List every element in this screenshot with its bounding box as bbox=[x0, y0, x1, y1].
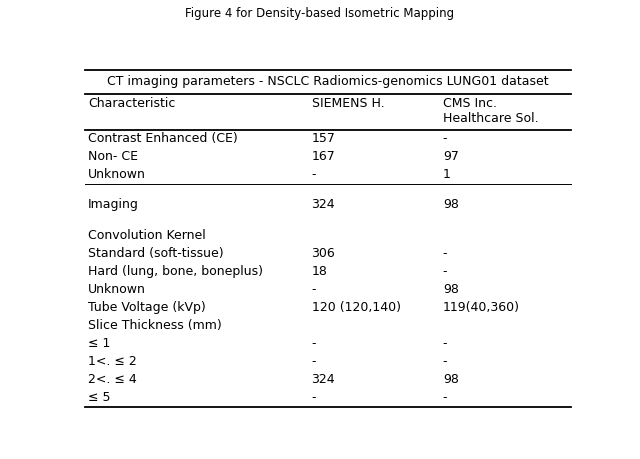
Text: ≤ 5: ≤ 5 bbox=[88, 391, 111, 403]
Text: Standard (soft-tissue): Standard (soft-tissue) bbox=[88, 247, 223, 260]
Text: Convolution Kernel: Convolution Kernel bbox=[88, 229, 205, 242]
Text: SIEMENS H.: SIEMENS H. bbox=[312, 96, 384, 109]
Text: Contrast Enhanced (CE): Contrast Enhanced (CE) bbox=[88, 132, 237, 145]
Text: -: - bbox=[443, 247, 447, 260]
Text: 324: 324 bbox=[312, 373, 335, 386]
Text: Characteristic: Characteristic bbox=[88, 96, 175, 109]
Text: CT imaging parameters - NSCLC Radiomics-genomics LUNG01 dataset: CT imaging parameters - NSCLC Radiomics-… bbox=[107, 75, 549, 88]
Text: -: - bbox=[312, 391, 316, 403]
Text: Tube Voltage (kVp): Tube Voltage (kVp) bbox=[88, 301, 205, 314]
Text: -: - bbox=[443, 391, 447, 403]
Text: Slice Thickness (mm): Slice Thickness (mm) bbox=[88, 319, 221, 332]
Text: 98: 98 bbox=[443, 198, 459, 211]
Text: 167: 167 bbox=[312, 150, 335, 163]
Text: CMS Inc.
Healthcare Sol.: CMS Inc. Healthcare Sol. bbox=[443, 96, 538, 124]
Text: -: - bbox=[312, 337, 316, 350]
Text: 306: 306 bbox=[312, 247, 335, 260]
Text: Figure 4 for Density-based Isometric Mapping: Figure 4 for Density-based Isometric Map… bbox=[186, 7, 454, 20]
Text: ≤ 1: ≤ 1 bbox=[88, 337, 110, 350]
Text: -: - bbox=[312, 283, 316, 296]
Text: 18: 18 bbox=[312, 265, 328, 278]
Text: 2<. ≤ 4: 2<. ≤ 4 bbox=[88, 373, 137, 386]
Text: 157: 157 bbox=[312, 132, 335, 145]
Text: -: - bbox=[443, 265, 447, 278]
Text: 1<. ≤ 2: 1<. ≤ 2 bbox=[88, 355, 137, 368]
Text: 98: 98 bbox=[443, 373, 459, 386]
Text: 120 (120,140): 120 (120,140) bbox=[312, 301, 401, 314]
Text: 119(40,360): 119(40,360) bbox=[443, 301, 520, 314]
Text: Imaging: Imaging bbox=[88, 198, 139, 211]
Text: Unknown: Unknown bbox=[88, 168, 146, 181]
Text: -: - bbox=[443, 132, 447, 145]
Text: 324: 324 bbox=[312, 198, 335, 211]
Text: 97: 97 bbox=[443, 150, 459, 163]
Text: 1: 1 bbox=[443, 168, 451, 181]
Text: -: - bbox=[312, 168, 316, 181]
Text: Unknown: Unknown bbox=[88, 283, 146, 296]
Text: Non- CE: Non- CE bbox=[88, 150, 138, 163]
Text: -: - bbox=[443, 337, 447, 350]
Text: 98: 98 bbox=[443, 283, 459, 296]
Text: Hard (lung, bone, boneplus): Hard (lung, bone, boneplus) bbox=[88, 265, 263, 278]
Text: -: - bbox=[312, 355, 316, 368]
Text: -: - bbox=[443, 355, 447, 368]
